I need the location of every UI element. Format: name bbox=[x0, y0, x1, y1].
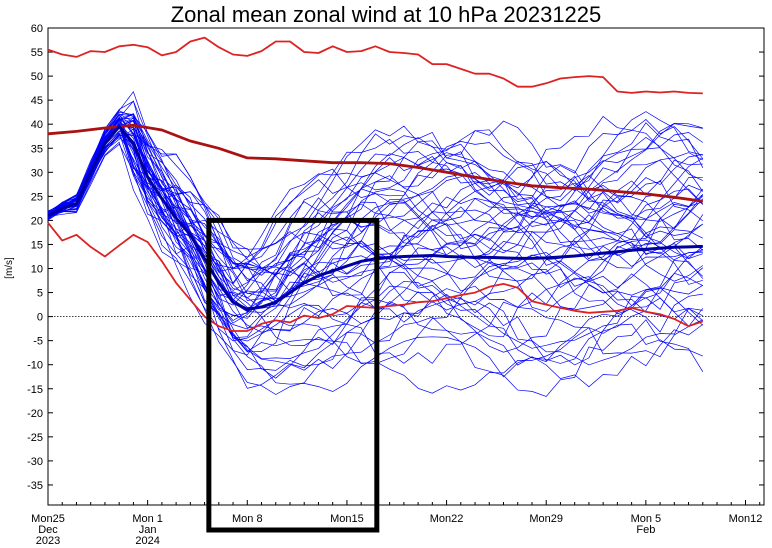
ensemble-member-line bbox=[47, 124, 704, 303]
x-tick-label: Mon15 bbox=[330, 513, 364, 525]
ensemble-member-line bbox=[47, 124, 704, 309]
x-tick-label: Feb bbox=[636, 524, 655, 536]
x-tick-label: Mon25 bbox=[31, 513, 65, 525]
x-tick-label: 2024 bbox=[135, 535, 159, 547]
y-tick-label: 25 bbox=[31, 191, 43, 203]
y-tick-label: 5 bbox=[37, 288, 43, 300]
y-tick-label: 55 bbox=[31, 47, 43, 59]
chart-title: Zonal mean zonal wind at 10 hPa 20231225 bbox=[170, 2, 602, 27]
x-tick-label: Mon 8 bbox=[232, 513, 263, 525]
x-tick-label: Mon29 bbox=[529, 513, 563, 525]
ensemble-member-line bbox=[47, 90, 703, 285]
ensemble-member-line bbox=[47, 123, 704, 302]
x-tick-label: Mon 1 bbox=[132, 513, 163, 525]
y-tick-label: -5 bbox=[33, 336, 43, 348]
y-tick-label: 10 bbox=[31, 264, 43, 276]
y-tick-label: -10 bbox=[27, 360, 43, 372]
y-tick-label: 35 bbox=[31, 143, 43, 155]
x-tick-label: Mon12 bbox=[729, 513, 763, 525]
ensemble-member-line bbox=[47, 116, 704, 269]
ensemble-member-line bbox=[47, 110, 703, 272]
y-tick-label: -30 bbox=[27, 456, 43, 468]
ensemble-member-line bbox=[47, 111, 703, 297]
y-tick-label: 50 bbox=[31, 71, 43, 83]
ensemble-member-line bbox=[47, 114, 703, 310]
y-tick-label: 45 bbox=[31, 95, 43, 107]
y-axis-label: [m/s] bbox=[4, 257, 15, 279]
x-tick-label: 2023 bbox=[36, 535, 60, 547]
y-tick-label: -35 bbox=[27, 480, 43, 492]
y-tick-label: 30 bbox=[31, 167, 43, 179]
ensemble-member-line bbox=[47, 118, 704, 269]
x-tick-label: Jan bbox=[139, 524, 157, 536]
x-tick-label: Mon 5 bbox=[631, 513, 662, 525]
x-tick-label: Mon22 bbox=[430, 513, 464, 525]
y-tick-label: 40 bbox=[31, 119, 43, 131]
y-tick-label: 0 bbox=[37, 312, 43, 324]
series-line-climatology-mean bbox=[47, 123, 703, 203]
y-tick-label: -20 bbox=[27, 408, 43, 420]
x-tick-label: Dec bbox=[38, 524, 58, 536]
y-tick-label: 20 bbox=[31, 215, 43, 227]
y-tick-label: -15 bbox=[27, 384, 43, 396]
y-tick-label: 15 bbox=[31, 239, 43, 251]
y-tick-label: -25 bbox=[27, 432, 43, 444]
series-line-climatology-max bbox=[47, 36, 703, 95]
highlight-box bbox=[206, 217, 380, 533]
ensemble-member-line bbox=[47, 113, 703, 308]
ensemble-member-line bbox=[47, 113, 704, 276]
y-tick-label: 60 bbox=[31, 23, 43, 35]
